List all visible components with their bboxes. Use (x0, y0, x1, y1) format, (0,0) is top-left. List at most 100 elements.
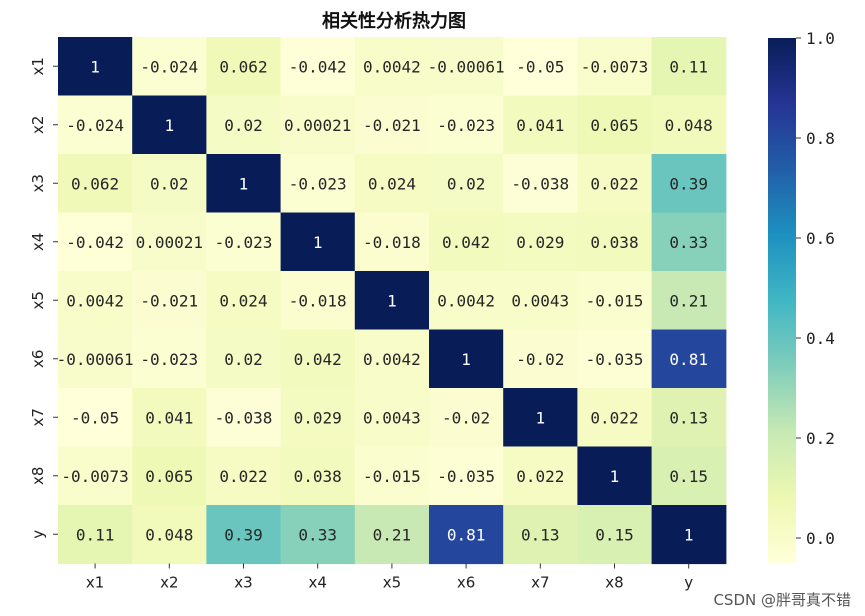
heatmap-cell (354, 271, 430, 331)
cell-value-label: 0.029 (516, 233, 564, 252)
cell-value-label: 0.11 (669, 57, 708, 76)
x-tick-label: x2 (160, 574, 178, 592)
cell-value-label: -0.035 (437, 467, 495, 486)
cell-value-label: 0.33 (298, 525, 337, 544)
cell-value-label: 0.02 (224, 116, 263, 135)
heatmap-cell (503, 446, 578, 506)
heatmap-cell (58, 95, 133, 155)
heatmap-cell (503, 271, 578, 331)
heatmap-cell (651, 388, 727, 448)
cell-value-label: -0.038 (215, 408, 273, 427)
heatmap-cell (429, 271, 504, 331)
cell-value-label: 0.062 (219, 57, 267, 76)
cell-value-label: 0.0043 (511, 291, 569, 310)
heatmap-cell (280, 271, 356, 331)
heatmap-cell (577, 505, 653, 565)
cell-value-label: -0.00061 (428, 57, 505, 76)
heatmap-cell (58, 271, 133, 331)
heatmap-cell (206, 154, 282, 214)
colorbar-tick-label: 0.6 (806, 229, 835, 248)
cell-value-label: 0.21 (669, 291, 708, 310)
heatmap-cell (206, 388, 282, 448)
cell-value-label: 0.038 (294, 467, 342, 486)
cell-value-label: 0.065 (590, 116, 638, 135)
cell-value-label: 0.81 (669, 350, 708, 369)
heatmap-cell (58, 37, 133, 97)
cell-value-label: 0.02 (224, 350, 263, 369)
x-tick-label: x3 (234, 574, 252, 592)
cell-value-label: 1 (461, 350, 471, 369)
heatmap-cell (206, 505, 282, 565)
x-tick-label: x8 (605, 574, 623, 592)
heatmap-cell (280, 329, 356, 389)
heatmap-cell (503, 388, 578, 448)
y-tick-label: x5 (29, 291, 47, 309)
heatmap-cell (280, 212, 356, 272)
cell-value-label: 0.81 (447, 525, 486, 544)
cell-value-label: -0.05 (71, 408, 119, 427)
cell-value-label: 1 (90, 57, 100, 76)
colorbar-gradient (768, 38, 796, 563)
heatmap-cell (651, 212, 727, 272)
y-tick-label: x1 (29, 57, 47, 75)
cell-value-label: 0.022 (219, 467, 267, 486)
heatmap-cell (280, 154, 356, 214)
heatmap-cell (132, 505, 207, 565)
heatmap-cell (577, 154, 653, 214)
heatmap-cell (503, 505, 578, 565)
heatmap-cell (206, 329, 282, 389)
cell-value-label: -0.00061 (57, 350, 134, 369)
y-tick-label: x6 (29, 350, 47, 368)
heatmap-cell (577, 329, 653, 389)
heatmap-cell (429, 154, 504, 214)
heatmap-cell (280, 505, 356, 565)
heatmap-cell (577, 388, 653, 448)
cell-value-label: 0.048 (145, 525, 193, 544)
heatmap-cell (651, 329, 727, 389)
heatmap-cell (429, 212, 504, 272)
heatmap-cell (503, 212, 578, 272)
cell-value-label: 1 (313, 233, 323, 252)
cell-value-label: -0.023 (215, 233, 273, 252)
cell-value-label: 0.022 (590, 174, 638, 193)
cell-value-label: -0.018 (289, 291, 347, 310)
heatmap-cell (503, 329, 578, 389)
cell-value-label: 0.39 (669, 174, 708, 193)
cell-value-label: 0.00021 (284, 116, 351, 135)
heatmap-cell (429, 37, 504, 97)
cell-value-label: 1 (387, 291, 397, 310)
heatmap-cell (58, 505, 133, 565)
cell-value-label: -0.023 (140, 350, 198, 369)
cell-value-label: 0.029 (294, 408, 342, 427)
heatmap-cell (429, 446, 504, 506)
heatmap-cell (132, 154, 207, 214)
cell-value-label: 0.11 (76, 525, 115, 544)
cell-value-label: -0.024 (140, 57, 198, 76)
cell-value-label: -0.042 (66, 233, 124, 252)
heatmap-cell (429, 388, 504, 448)
colorbar-tick-label: 0.0 (806, 529, 835, 548)
x-tick-label: x5 (383, 574, 401, 592)
cell-value-label: -0.023 (437, 116, 495, 135)
heatmap-cell (354, 154, 430, 214)
cell-value-label: 0.022 (590, 408, 638, 427)
y-tick-label: x8 (29, 467, 47, 485)
y-tick-label: x7 (29, 408, 47, 426)
cell-value-label: -0.0073 (61, 467, 128, 486)
x-tick-label: x1 (86, 574, 104, 592)
heatmap-cell (651, 37, 727, 97)
heatmap-cell (503, 95, 578, 155)
heatmap-cell (206, 37, 282, 97)
x-tick-label: x4 (308, 574, 326, 592)
heatmap-cell (132, 388, 207, 448)
cell-value-label: 0.024 (219, 291, 267, 310)
cell-value-label: 0.024 (368, 174, 416, 193)
heatmap-cell (429, 329, 504, 389)
heatmap-cell (577, 271, 653, 331)
cell-value-label: -0.021 (140, 291, 198, 310)
x-tick-label: x7 (531, 574, 549, 592)
heatmap-cell (132, 37, 207, 97)
cell-value-label: -0.035 (586, 350, 644, 369)
y-tick-label: x3 (29, 174, 47, 192)
y-tick-label: y (29, 530, 47, 539)
